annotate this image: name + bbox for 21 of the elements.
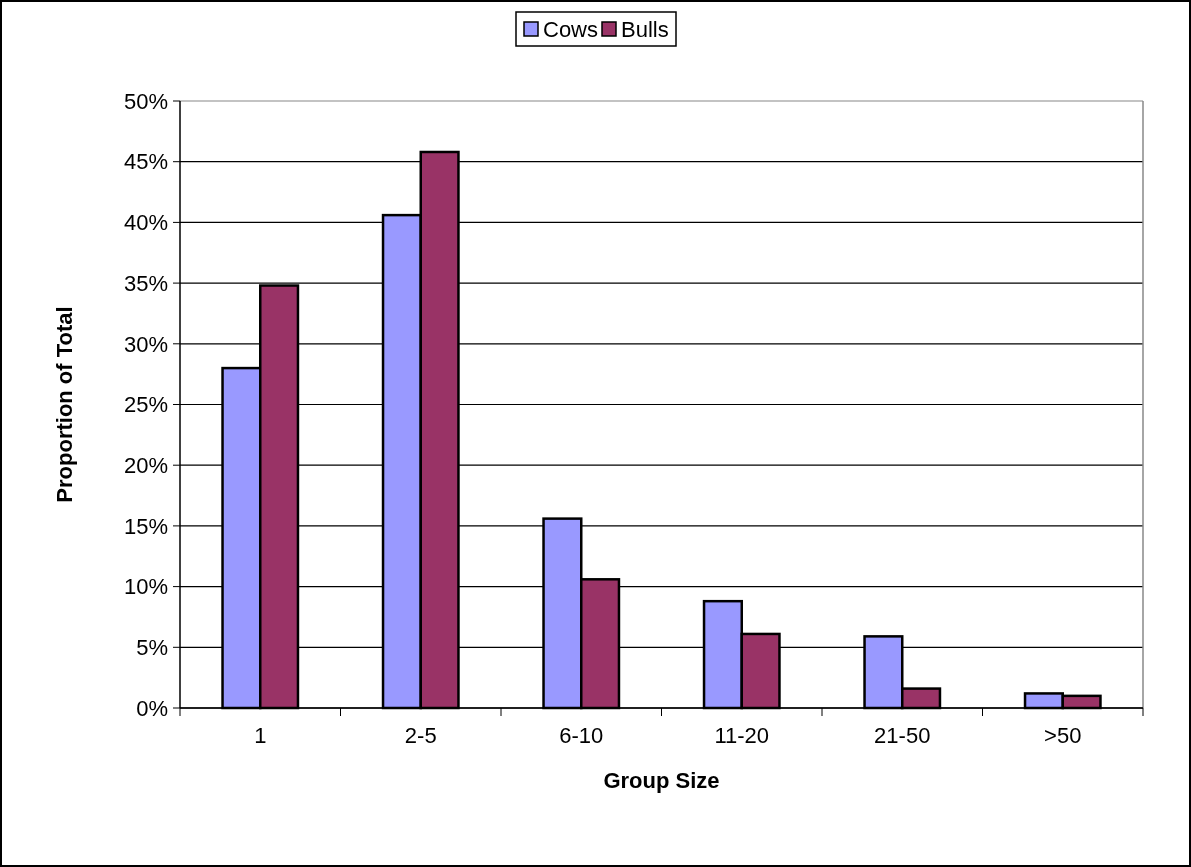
x-tick-label: 6-10 bbox=[559, 723, 604, 748]
x-tick-label: 2-5 bbox=[404, 723, 437, 748]
x-tick-label: 21-50 bbox=[874, 723, 931, 748]
y-tick-label: 40% bbox=[123, 210, 168, 236]
y-tick-label: 50% bbox=[123, 88, 168, 114]
x-tick-label: 1 bbox=[254, 723, 267, 748]
y-tick-label: 15% bbox=[123, 513, 168, 539]
y-tick-label: 25% bbox=[123, 392, 168, 418]
y-tick-label: 30% bbox=[123, 331, 168, 357]
y-axis-title: Proportion of Total bbox=[52, 306, 77, 503]
y-tick-label: 35% bbox=[123, 270, 168, 296]
y-tick-label: 10% bbox=[123, 574, 168, 600]
y-tick-label: 0% bbox=[136, 695, 168, 721]
x-axis-title: Group Size bbox=[603, 768, 720, 793]
x-tick-label: >50 bbox=[1044, 723, 1082, 748]
legend-label: Bulls bbox=[621, 16, 669, 42]
y-tick-label: 20% bbox=[123, 452, 168, 478]
legend-label: Cows bbox=[543, 16, 599, 42]
y-tick-label: 45% bbox=[123, 149, 168, 175]
y-tick-label: 5% bbox=[136, 635, 168, 660]
x-tick-label: 11-20 bbox=[714, 723, 770, 748]
